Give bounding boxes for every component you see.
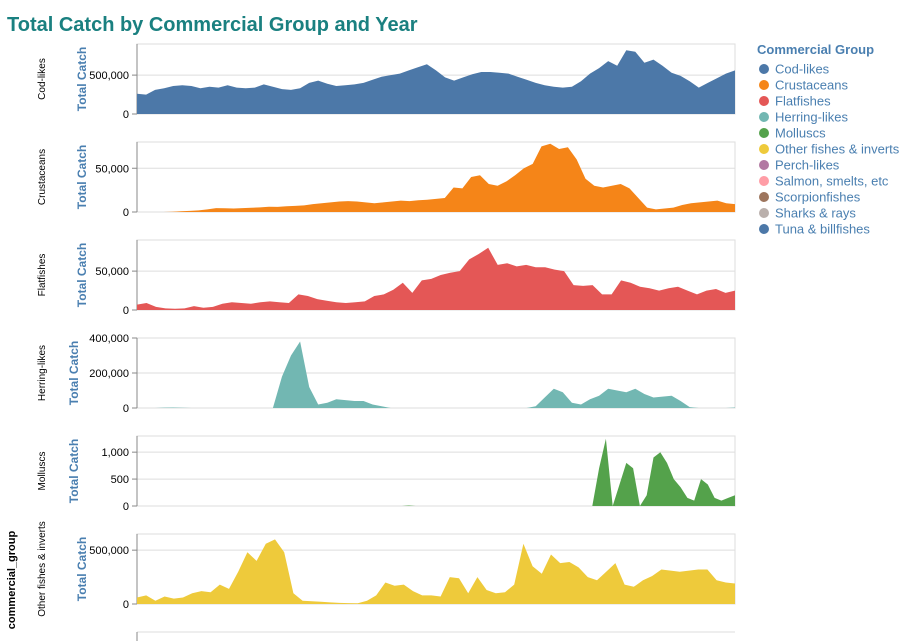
y-tick-label: 400,000	[89, 333, 129, 345]
panel-frame	[136, 435, 736, 507]
legend-swatch	[759, 96, 769, 106]
legend-item-crustaceans: Crustaceans	[759, 78, 848, 93]
legend-label: Other fishes & inverts	[775, 142, 900, 157]
legend-item-perch-likes: Perch-likes	[759, 158, 840, 173]
facet-row-label: Molluscs	[37, 452, 48, 491]
legend-swatch	[759, 80, 769, 90]
y-axis-title: Total Catch	[75, 47, 89, 111]
legend-label: Scorpionfishes	[775, 190, 861, 205]
legend-label: Crustaceans	[775, 78, 848, 93]
legend-item-flatfishes: Flatfishes	[759, 94, 831, 109]
y-tick-label: 1,000	[101, 447, 129, 459]
area-cod-likes	[137, 50, 735, 114]
legend-item-sharks-rays: Sharks & rays	[759, 206, 856, 221]
legend-item-scorpionfishes: Scorpionfishes	[759, 190, 861, 205]
y-axis-title: Total Catch	[75, 145, 89, 209]
y-tick-label: 50,000	[95, 163, 129, 175]
y-tick-label: 500,000	[89, 70, 129, 82]
legend-item-herring-likes: Herring-likes	[759, 110, 848, 125]
legend-item-tuna-billfishes: Tuna & billfishes	[759, 222, 870, 237]
legend-swatch	[759, 224, 769, 234]
legend-swatch	[759, 128, 769, 138]
y-tick-label: 0	[123, 109, 129, 121]
y-tick-label: 500	[111, 474, 129, 486]
area-molluscs	[137, 438, 735, 506]
facet-herring-likes: 0 200,000 400,000 Total Catch Herring-likes	[37, 333, 736, 415]
y-tick-label: 0	[123, 501, 129, 513]
legend-swatch	[759, 208, 769, 218]
facet-crustaceans: 0 50,000 Total Catch Crustaceans	[37, 141, 736, 219]
legend-swatch	[759, 176, 769, 186]
legend-label: Cod-likes	[775, 62, 830, 77]
legend-label: Herring-likes	[775, 110, 848, 125]
y-tick-label: 0	[123, 599, 129, 611]
area-crustaceans	[137, 143, 735, 212]
facet-title: commercial_group	[6, 531, 18, 630]
legend-item-salmon-smelts-etc: Salmon, smelts, etc	[759, 174, 889, 189]
facet-row-label: Crustaceans	[37, 149, 48, 205]
legend-swatch	[759, 144, 769, 154]
legend-label: Perch-likes	[775, 158, 840, 173]
facet-row-label: Flatfishes	[37, 254, 48, 297]
y-tick-label: 0	[123, 207, 129, 219]
area-other-fishes-inverts	[137, 539, 735, 604]
y-axis-title: Total Catch	[67, 341, 81, 405]
legend-swatch	[759, 64, 769, 74]
chart-title: Total Catch by Commercial Group and Year	[7, 14, 418, 36]
facet-flatfishes: 0 50,000 Total Catch Flatfishes	[37, 239, 736, 317]
legend-item-molluscs: Molluscs	[759, 126, 826, 141]
legend-item-other-fishes-inverts: Other fishes & inverts	[759, 142, 900, 157]
area-herring-likes	[137, 341, 735, 408]
legend-swatch	[759, 192, 769, 202]
y-axis-title: Total Catch	[75, 537, 89, 601]
legend: Commercial Group Cod-likesCrustaceansFlat…	[757, 42, 900, 237]
legend-label: Tuna & billfishes	[775, 222, 870, 237]
y-axis-title: Total Catch	[75, 243, 89, 307]
y-tick-label: 200,000	[89, 368, 129, 380]
legend-label: Flatfishes	[775, 94, 831, 109]
y-tick-label: 0	[123, 403, 129, 415]
area-flatfishes	[137, 247, 735, 310]
facet-molluscs: 0 500 1,000 Total Catch Molluscs	[37, 435, 736, 513]
y-axis-title: Total Catch	[67, 439, 81, 503]
legend-swatch	[759, 112, 769, 122]
y-tick-label: 500,000	[89, 545, 129, 557]
facet-row-label: Cod-likes	[37, 58, 48, 100]
legend-label: Sharks & rays	[775, 206, 856, 221]
y-tick-label: 50,000	[95, 266, 129, 278]
facet-row-label: Herring-likes	[37, 345, 48, 401]
legend-label: Salmon, smelts, etc	[775, 174, 889, 189]
legend-swatch	[759, 160, 769, 170]
legend-title: Commercial Group	[757, 42, 874, 57]
y-tick-label: 0	[123, 305, 129, 317]
facet-row-label: Other fishes & inverts	[37, 521, 48, 617]
legend-label: Molluscs	[775, 126, 826, 141]
legend-item-cod-likes: Cod-likes	[759, 62, 830, 77]
